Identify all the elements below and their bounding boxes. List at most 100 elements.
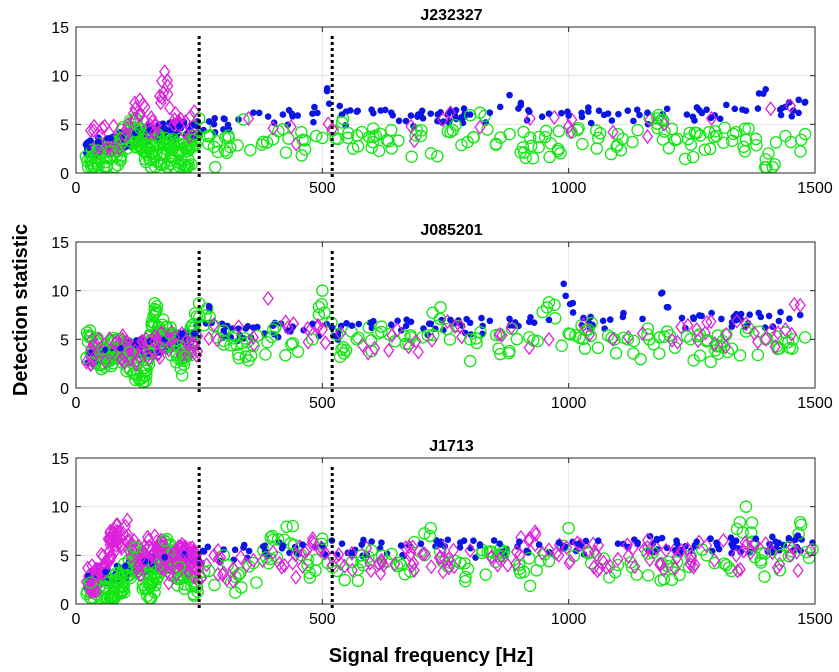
diamond-point (737, 543, 750, 559)
circle-point (375, 325, 388, 339)
diamond-point (99, 118, 111, 134)
dot-point (689, 314, 697, 321)
circle-point (385, 547, 398, 561)
dot-point (117, 344, 124, 352)
diamond-point (285, 119, 297, 135)
circle-point (335, 116, 349, 129)
diamond-point (773, 556, 786, 572)
diamond-point (149, 328, 161, 344)
circle-point (190, 310, 203, 323)
diamond-point (719, 339, 732, 355)
diamond-point (740, 316, 752, 332)
circle-point (96, 342, 110, 356)
circle-point (494, 131, 507, 144)
dot-point (200, 548, 208, 555)
diamond-point (155, 95, 167, 111)
circle-point (683, 126, 696, 140)
dot-point (82, 141, 90, 149)
circle-point (693, 328, 706, 341)
dot-point (205, 302, 213, 310)
diamond-point (590, 547, 603, 563)
circle-point (641, 328, 654, 341)
y-tick-label: 5 (60, 332, 69, 349)
circle-point (483, 545, 497, 558)
diamond-point (105, 547, 117, 564)
dot-point (658, 289, 666, 296)
diamond-point (408, 562, 420, 579)
x-tick-label: 0 (72, 611, 81, 628)
circle-point (582, 547, 595, 560)
diamond-point (494, 326, 506, 343)
circle-point (571, 123, 584, 137)
diamond-point (368, 340, 381, 356)
diamond-point (771, 559, 784, 576)
dot-point (407, 112, 415, 119)
circle-point (382, 135, 395, 148)
diamond-point (644, 112, 656, 128)
circle-point (630, 568, 643, 581)
circle-point (459, 574, 472, 588)
diamond-point (188, 104, 200, 120)
circle-point (542, 554, 556, 568)
circle-point (231, 348, 245, 361)
dot-point (432, 542, 439, 550)
circle-point (455, 138, 468, 152)
circle-point (489, 137, 503, 151)
dot-series (87, 280, 804, 357)
diamond-point (769, 339, 781, 355)
circle-point (244, 143, 257, 157)
y-axis-label: Detection statistic (10, 224, 32, 396)
dot-point (323, 320, 331, 328)
diamond-point (403, 539, 415, 555)
diamond-point (588, 544, 601, 560)
dot-point (121, 562, 129, 570)
diamond-point (536, 545, 548, 561)
diamond-point (85, 122, 97, 139)
circle-point (461, 562, 475, 576)
circle-point (128, 541, 142, 554)
circle-point (794, 145, 807, 158)
dot-point (578, 113, 586, 121)
circle-point (479, 568, 492, 581)
circle-point (251, 329, 264, 343)
diamond-point (179, 334, 192, 350)
circle-point (338, 573, 351, 587)
diamond-point (319, 335, 332, 351)
dot-point (395, 117, 403, 125)
diamond-point (571, 535, 584, 551)
dot-point (562, 292, 569, 300)
circle-point (286, 519, 300, 533)
circle-point (591, 341, 605, 355)
circle-point (749, 132, 763, 146)
diamond-point (186, 540, 198, 556)
diamond-point (168, 329, 181, 345)
dot-point (634, 539, 641, 546)
diamond-point (267, 544, 279, 560)
circle-point (424, 147, 438, 160)
circle-point (717, 136, 730, 149)
circle-point (84, 576, 98, 589)
diamond-point (425, 559, 437, 575)
dot-point (402, 322, 410, 330)
circle-point (183, 138, 197, 152)
circle-point (309, 129, 323, 143)
diamond-point (699, 325, 712, 341)
circle-point (451, 319, 465, 333)
diamond-point (373, 556, 385, 572)
circle-point (631, 123, 644, 137)
circle-point (424, 521, 437, 535)
diamond-point (779, 322, 792, 338)
circle-point (686, 150, 700, 164)
circle-point (611, 558, 625, 572)
dot-point (696, 106, 703, 114)
x-tick-label: 1000 (551, 180, 587, 197)
diamond-point (129, 343, 141, 359)
dot-point (530, 319, 538, 327)
dot-point (633, 106, 641, 114)
dot-point (314, 109, 321, 117)
diamond-series (85, 290, 806, 359)
circle-point (286, 336, 300, 350)
diamond-point (654, 557, 666, 573)
dot-point (338, 111, 346, 118)
diamond-point (125, 549, 137, 565)
